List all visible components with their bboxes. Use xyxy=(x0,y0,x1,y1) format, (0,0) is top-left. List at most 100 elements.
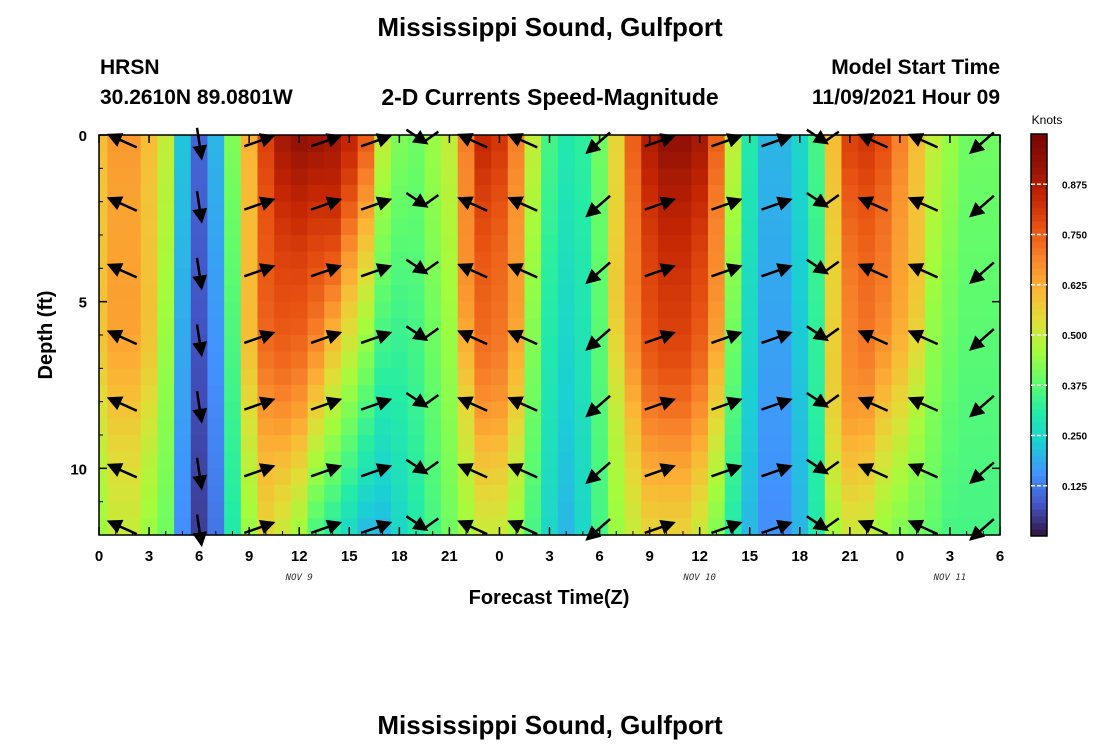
heatmap-cell xyxy=(474,485,492,503)
heatmap-cell xyxy=(841,185,859,203)
heatmap-cell xyxy=(557,168,576,186)
heatmap-cell xyxy=(924,251,943,269)
heatmap-cell xyxy=(724,185,742,203)
heatmap-cell xyxy=(741,251,759,269)
heatmap-cell xyxy=(724,218,742,236)
heatmap-cell xyxy=(524,251,542,269)
heatmap-cell xyxy=(107,501,125,519)
heatmap-cell xyxy=(307,251,325,269)
heatmap-cell xyxy=(808,368,826,386)
vector-arrow xyxy=(761,329,793,345)
heatmap-cell xyxy=(140,351,158,369)
heatmap-cell xyxy=(424,518,442,536)
heatmap-cell xyxy=(824,235,843,253)
heatmap-cell xyxy=(557,135,576,153)
heatmap-cell xyxy=(174,135,192,153)
colorbar-segment xyxy=(1031,160,1047,168)
heatmap-cell xyxy=(174,368,192,386)
vector-arrow xyxy=(423,327,440,340)
heatmap-cell xyxy=(340,485,359,503)
heatmap-cell xyxy=(691,135,709,153)
heatmap-cell xyxy=(674,401,692,419)
heatmap-cell xyxy=(374,151,392,169)
heatmap-cell xyxy=(290,468,309,486)
heatmap-cell xyxy=(224,151,242,169)
heatmap-cell xyxy=(274,501,292,519)
heatmap-cell xyxy=(641,385,659,403)
heatmap-cell xyxy=(474,301,492,319)
heatmap-cell xyxy=(357,501,375,519)
vector-arrow xyxy=(192,190,208,224)
heatmap-cell xyxy=(240,468,259,486)
heatmap-cell xyxy=(607,185,626,203)
heatmap-cell xyxy=(624,218,642,236)
heatmap-cell xyxy=(441,135,459,153)
heatmap-cell xyxy=(958,285,976,303)
colorbar-segment xyxy=(1031,207,1047,215)
heatmap-cell xyxy=(574,451,592,469)
heatmap-cell xyxy=(307,351,325,369)
heatmap-cell xyxy=(758,501,776,519)
heatmap-cell xyxy=(557,451,576,469)
heatmap-cell xyxy=(524,168,542,186)
heatmap-cell xyxy=(908,485,926,503)
heatmap-cell xyxy=(441,285,459,303)
heatmap-cell xyxy=(908,351,926,369)
heatmap-cell xyxy=(858,351,876,369)
heatmap-cell xyxy=(407,235,425,253)
heatmap-cell xyxy=(507,285,526,303)
heatmap-cell xyxy=(207,201,225,219)
heatmap-cell xyxy=(207,435,225,453)
heatmap-cell xyxy=(457,151,476,169)
heatmap-cell xyxy=(841,235,859,253)
heatmap-cell xyxy=(924,235,943,253)
heatmap-cell xyxy=(99,218,108,236)
vector-arrow xyxy=(507,263,538,279)
heatmap-cell xyxy=(674,368,692,386)
heatmap-cell xyxy=(390,368,409,386)
heatmap-cell xyxy=(140,151,158,169)
heatmap-cell xyxy=(874,201,893,219)
heatmap-cell xyxy=(791,518,809,536)
heatmap-cell xyxy=(390,418,409,436)
heatmap-cell xyxy=(691,368,709,386)
colorbar-segment xyxy=(1031,422,1047,430)
vector-arrow xyxy=(857,196,889,212)
heatmap-cell xyxy=(824,418,843,436)
heatmap-cell xyxy=(708,485,726,503)
heatmap-cell xyxy=(591,218,609,236)
heatmap-cell xyxy=(474,401,492,419)
heatmap-cell xyxy=(841,368,859,386)
heatmap-cell xyxy=(858,185,876,203)
vector-arrow xyxy=(824,517,840,530)
heatmap-cell xyxy=(207,485,225,503)
heatmap-cell xyxy=(641,401,659,419)
heatmap-cell xyxy=(607,168,626,186)
vector-arrow xyxy=(857,463,889,479)
heatmap-cell xyxy=(190,318,209,336)
heatmap-cell xyxy=(374,251,392,269)
heatmap-cell xyxy=(107,485,125,503)
heatmap-cell xyxy=(240,268,259,286)
heatmap-cell xyxy=(891,501,909,519)
heatmap-cell xyxy=(224,401,242,419)
colorbar-segment xyxy=(1031,448,1047,457)
heatmap-cell xyxy=(824,318,843,336)
heatmap-cell xyxy=(224,351,242,369)
heatmap-cell xyxy=(340,168,359,186)
heatmap-cell xyxy=(691,285,709,303)
vector-arrow xyxy=(806,258,829,275)
heatmap-cell xyxy=(340,218,359,236)
y-tick-label: 5 xyxy=(79,295,87,312)
vector-arrow xyxy=(360,329,393,345)
heatmap-cell xyxy=(891,135,909,153)
heatmap-cell xyxy=(340,335,359,353)
heatmap-cell xyxy=(858,301,876,319)
heatmap-cell xyxy=(624,318,642,336)
colorbar-segment xyxy=(1031,361,1047,369)
heatmap-cell xyxy=(691,251,709,269)
heatmap-cell xyxy=(657,501,676,519)
heatmap-cell xyxy=(841,451,859,469)
vector-arrow xyxy=(824,130,840,143)
heatmap-cell xyxy=(991,151,1001,169)
